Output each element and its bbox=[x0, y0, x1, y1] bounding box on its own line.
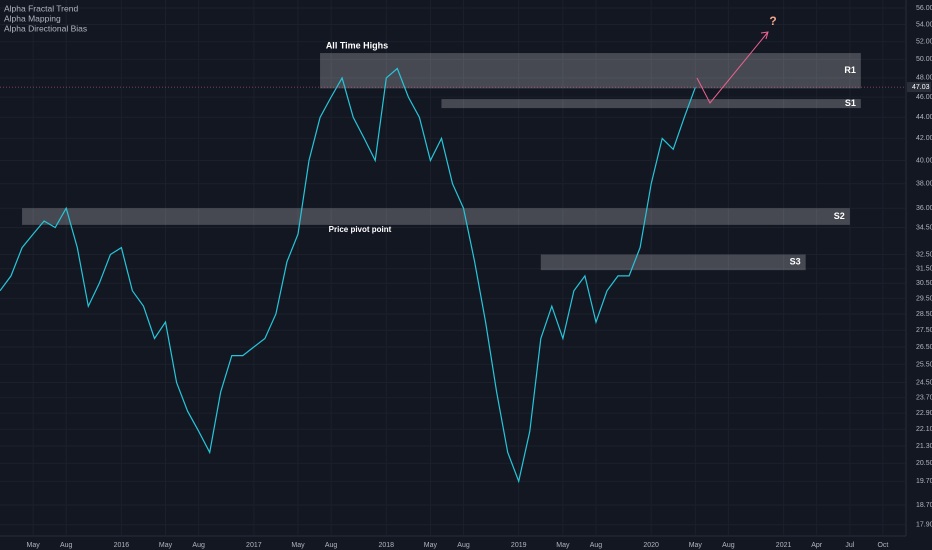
zone-label: S1 bbox=[845, 98, 856, 108]
y-tick-label: 42.00 bbox=[916, 135, 932, 142]
y-tick-label: 19.70 bbox=[916, 478, 932, 485]
current-price-label: 47.03 bbox=[912, 84, 930, 91]
x-tick-label: Aug bbox=[60, 542, 73, 549]
y-tick-label: 46.00 bbox=[916, 94, 932, 101]
y-tick-label: 17.90 bbox=[916, 522, 932, 529]
y-tick-label: 27.50 bbox=[916, 327, 932, 334]
y-tick-label: 26.50 bbox=[916, 344, 932, 351]
y-tick-label: 36.00 bbox=[916, 205, 932, 212]
x-tick-label: May bbox=[26, 542, 40, 549]
y-tick-label: 22.90 bbox=[916, 410, 932, 417]
zone-label: R1 bbox=[844, 65, 856, 75]
x-tick-label: Aug bbox=[722, 542, 735, 549]
y-tick-label: 50.00 bbox=[916, 56, 932, 63]
y-tick-label: 38.00 bbox=[916, 181, 932, 188]
y-tick-label: 31.50 bbox=[916, 266, 932, 273]
zone bbox=[441, 99, 861, 109]
x-tick-label: 2021 bbox=[776, 542, 792, 549]
y-tick-label: 44.00 bbox=[916, 114, 932, 121]
plot bbox=[0, 67, 696, 484]
indicator: Alpha Directional Bias bbox=[4, 23, 87, 33]
y-tick-label: 40.00 bbox=[916, 157, 932, 164]
y-tick-label: 54.00 bbox=[916, 21, 932, 28]
x-tick-label: Aug bbox=[457, 542, 470, 549]
x-tick-label: May bbox=[556, 542, 570, 549]
y-tick-label: 29.50 bbox=[916, 295, 932, 302]
annotation: All Time Highs bbox=[326, 40, 388, 50]
zone-label: S3 bbox=[790, 257, 801, 267]
x-tick-label: 2018 bbox=[378, 542, 394, 549]
x-tick-label: Oct bbox=[877, 542, 888, 549]
x-tick-label: Aug bbox=[325, 542, 338, 549]
arrow-head bbox=[760, 31, 769, 40]
x-tick-label: May bbox=[159, 542, 173, 549]
y-tick-label: 48.00 bbox=[916, 75, 932, 82]
zones: R1 S1 S2 S3 bbox=[22, 53, 861, 271]
projection-arrow bbox=[696, 31, 769, 104]
x-tick-label: 2020 bbox=[643, 542, 659, 549]
y-tick-label: 20.50 bbox=[916, 460, 932, 467]
y-tick-label: 25.50 bbox=[916, 361, 932, 368]
annotation: ? bbox=[769, 14, 776, 28]
y-tick-label: 23.70 bbox=[916, 394, 932, 401]
x-tick-label: Aug bbox=[590, 542, 603, 549]
price-line bbox=[0, 67, 696, 484]
current-price-tag bbox=[907, 82, 931, 93]
zone-label: S2 bbox=[834, 211, 845, 221]
y-tick-label: 32.50 bbox=[916, 251, 932, 258]
x-tick-label: May bbox=[424, 542, 438, 549]
annotation: Price pivot point bbox=[329, 225, 392, 234]
y-tick-label: 24.50 bbox=[916, 379, 932, 386]
x-tick-label: 2019 bbox=[511, 542, 527, 549]
x-tick-label: May bbox=[689, 542, 703, 549]
x-tick-label: 2017 bbox=[246, 542, 262, 549]
y-tick-label: 30.50 bbox=[916, 280, 932, 287]
indicator: Alpha Mapping bbox=[4, 13, 61, 23]
y-tick-label: 56.00 bbox=[916, 5, 932, 12]
x-tick-label: May bbox=[291, 542, 305, 549]
y-tick-label: 21.30 bbox=[916, 443, 932, 450]
y-tick-label: 52.00 bbox=[916, 38, 932, 45]
zone bbox=[320, 53, 861, 89]
y-tick-label: 34.50 bbox=[916, 224, 932, 231]
zone bbox=[22, 208, 850, 225]
y-tick-label: 22.10 bbox=[916, 426, 932, 433]
zone bbox=[540, 254, 806, 271]
indicator: Alpha Fractal Trend bbox=[4, 3, 78, 13]
x-tick-label: Aug bbox=[192, 542, 205, 549]
x-tick-label: 2016 bbox=[114, 542, 130, 549]
x-tick-label: Apr bbox=[811, 542, 823, 549]
y-tick-label: 28.50 bbox=[916, 311, 932, 318]
y-tick-label: 18.70 bbox=[916, 502, 932, 509]
x-tick-label: Jul bbox=[845, 542, 854, 549]
